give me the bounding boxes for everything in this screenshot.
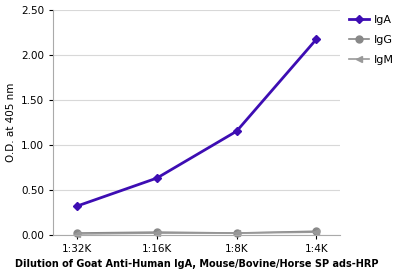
IgA	[314, 38, 319, 41]
Line: IgM: IgM	[74, 229, 320, 237]
IgM	[154, 231, 159, 235]
Line: IgA: IgA	[74, 37, 319, 209]
Legend: IgA, IgG, IgM: IgA, IgG, IgM	[349, 15, 394, 65]
IgA	[154, 177, 159, 180]
Y-axis label: O.D. at 405 nm: O.D. at 405 nm	[6, 82, 16, 162]
IgG	[234, 231, 239, 235]
X-axis label: Dilution of Goat Anti-Human IgA, Mouse/Bovine/Horse SP ads-HRP: Dilution of Goat Anti-Human IgA, Mouse/B…	[15, 259, 378, 270]
IgG	[154, 230, 159, 234]
IgM	[75, 232, 80, 236]
IgA	[75, 204, 80, 208]
Line: IgG: IgG	[74, 228, 320, 236]
IgM	[234, 231, 239, 235]
IgG	[75, 231, 80, 235]
IgG	[314, 230, 319, 233]
IgA	[234, 130, 239, 133]
IgM	[314, 230, 319, 234]
